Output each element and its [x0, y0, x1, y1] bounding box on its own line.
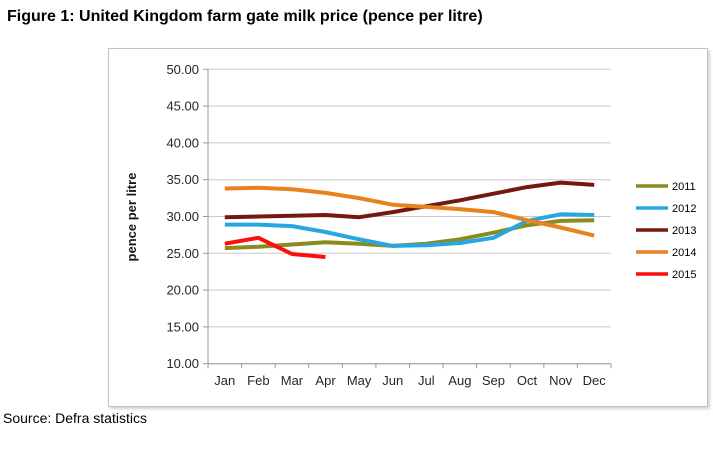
y-tick-label: 10.00 [166, 356, 199, 371]
x-tick-label-jul: Jul [418, 373, 435, 388]
y-tick-label: 35.00 [166, 172, 199, 187]
x-tick-label-apr: Apr [315, 373, 336, 388]
y-tick-label: 30.00 [166, 209, 199, 224]
x-tick-label-may: May [347, 373, 372, 388]
x-tick-label-jan: Jan [214, 373, 235, 388]
legend-label-2011: 2011 [672, 181, 696, 193]
y-tick-label: 15.00 [166, 319, 199, 334]
x-tick-label-feb: Feb [247, 373, 269, 388]
y-tick-label: 45.00 [166, 99, 199, 114]
source-note: Source: Defra statistics [3, 410, 147, 426]
milk-price-line-chart: 50.00 45.00 40.00 35.00 30.00 25.00 20.00 15.00… [124, 62, 696, 388]
x-tick-label-nov: Nov [549, 373, 573, 388]
x-tick-label-jun: Jun [382, 373, 403, 388]
x-tick-label-aug: Aug [448, 373, 471, 388]
chart-frame: 50.00 45.00 40.00 35.00 30.00 25.00 20.00 15.00… [108, 48, 708, 407]
x-tick-label-dec: Dec [583, 373, 607, 388]
x-tick-label-oct: Oct [517, 373, 538, 388]
y-axis-title: pence per litre [124, 173, 139, 262]
series-line-2014 [224, 185, 595, 238]
legend-label-2013: 2013 [672, 225, 696, 237]
series-line-2015 [224, 235, 326, 259]
y-tick-label: 40.00 [166, 135, 199, 150]
legend-label-2012: 2012 [672, 203, 696, 215]
legend-label-2015: 2015 [672, 269, 696, 281]
y-tick-label: 50.00 [166, 62, 199, 77]
x-tick-label-mar: Mar [281, 373, 304, 388]
y-tick-label: 25.00 [166, 246, 199, 261]
y-tick-label: 20.00 [166, 283, 199, 298]
figure-title: Figure 1: United Kingdom farm gate milk … [7, 8, 483, 25]
series-line-2012 [224, 212, 595, 248]
series-line-2013 [224, 180, 595, 220]
x-tick-label-sep: Sep [482, 373, 505, 388]
legend-label-2014: 2014 [672, 247, 696, 259]
